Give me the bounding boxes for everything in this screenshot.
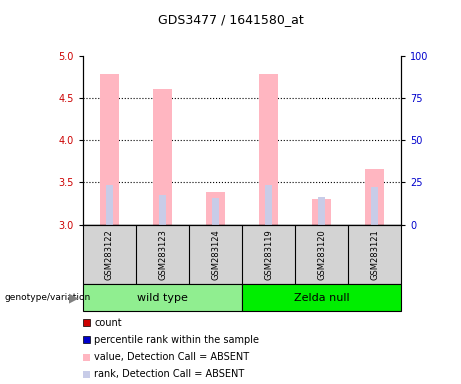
Text: count: count bbox=[94, 318, 122, 328]
Bar bbox=[160, 195, 165, 225]
Bar bbox=[100, 74, 119, 225]
Text: Zelda null: Zelda null bbox=[294, 293, 349, 303]
Text: GDS3477 / 1641580_at: GDS3477 / 1641580_at bbox=[158, 13, 303, 26]
Bar bbox=[259, 74, 278, 225]
Bar bbox=[242, 284, 401, 311]
Text: GSM283119: GSM283119 bbox=[264, 229, 273, 280]
Text: value, Detection Call = ABSENT: value, Detection Call = ABSENT bbox=[94, 352, 249, 362]
Bar bbox=[83, 284, 242, 311]
Bar bbox=[365, 169, 384, 225]
Text: GSM283124: GSM283124 bbox=[211, 229, 220, 280]
Bar bbox=[266, 185, 272, 225]
Bar bbox=[372, 187, 378, 225]
Text: percentile rank within the sample: percentile rank within the sample bbox=[94, 335, 259, 345]
Text: GSM283123: GSM283123 bbox=[158, 229, 167, 280]
Text: wild type: wild type bbox=[137, 293, 188, 303]
Text: ▶: ▶ bbox=[69, 291, 78, 304]
Bar bbox=[106, 185, 112, 225]
Text: GSM283121: GSM283121 bbox=[370, 229, 379, 280]
Text: genotype/variation: genotype/variation bbox=[5, 293, 91, 302]
Bar bbox=[319, 197, 325, 225]
Text: rank, Detection Call = ABSENT: rank, Detection Call = ABSENT bbox=[94, 369, 244, 379]
Text: GSM283120: GSM283120 bbox=[317, 229, 326, 280]
Text: GSM283122: GSM283122 bbox=[105, 229, 114, 280]
Bar bbox=[206, 192, 225, 225]
Bar bbox=[312, 199, 331, 225]
Bar bbox=[213, 199, 219, 225]
Bar bbox=[153, 89, 172, 225]
